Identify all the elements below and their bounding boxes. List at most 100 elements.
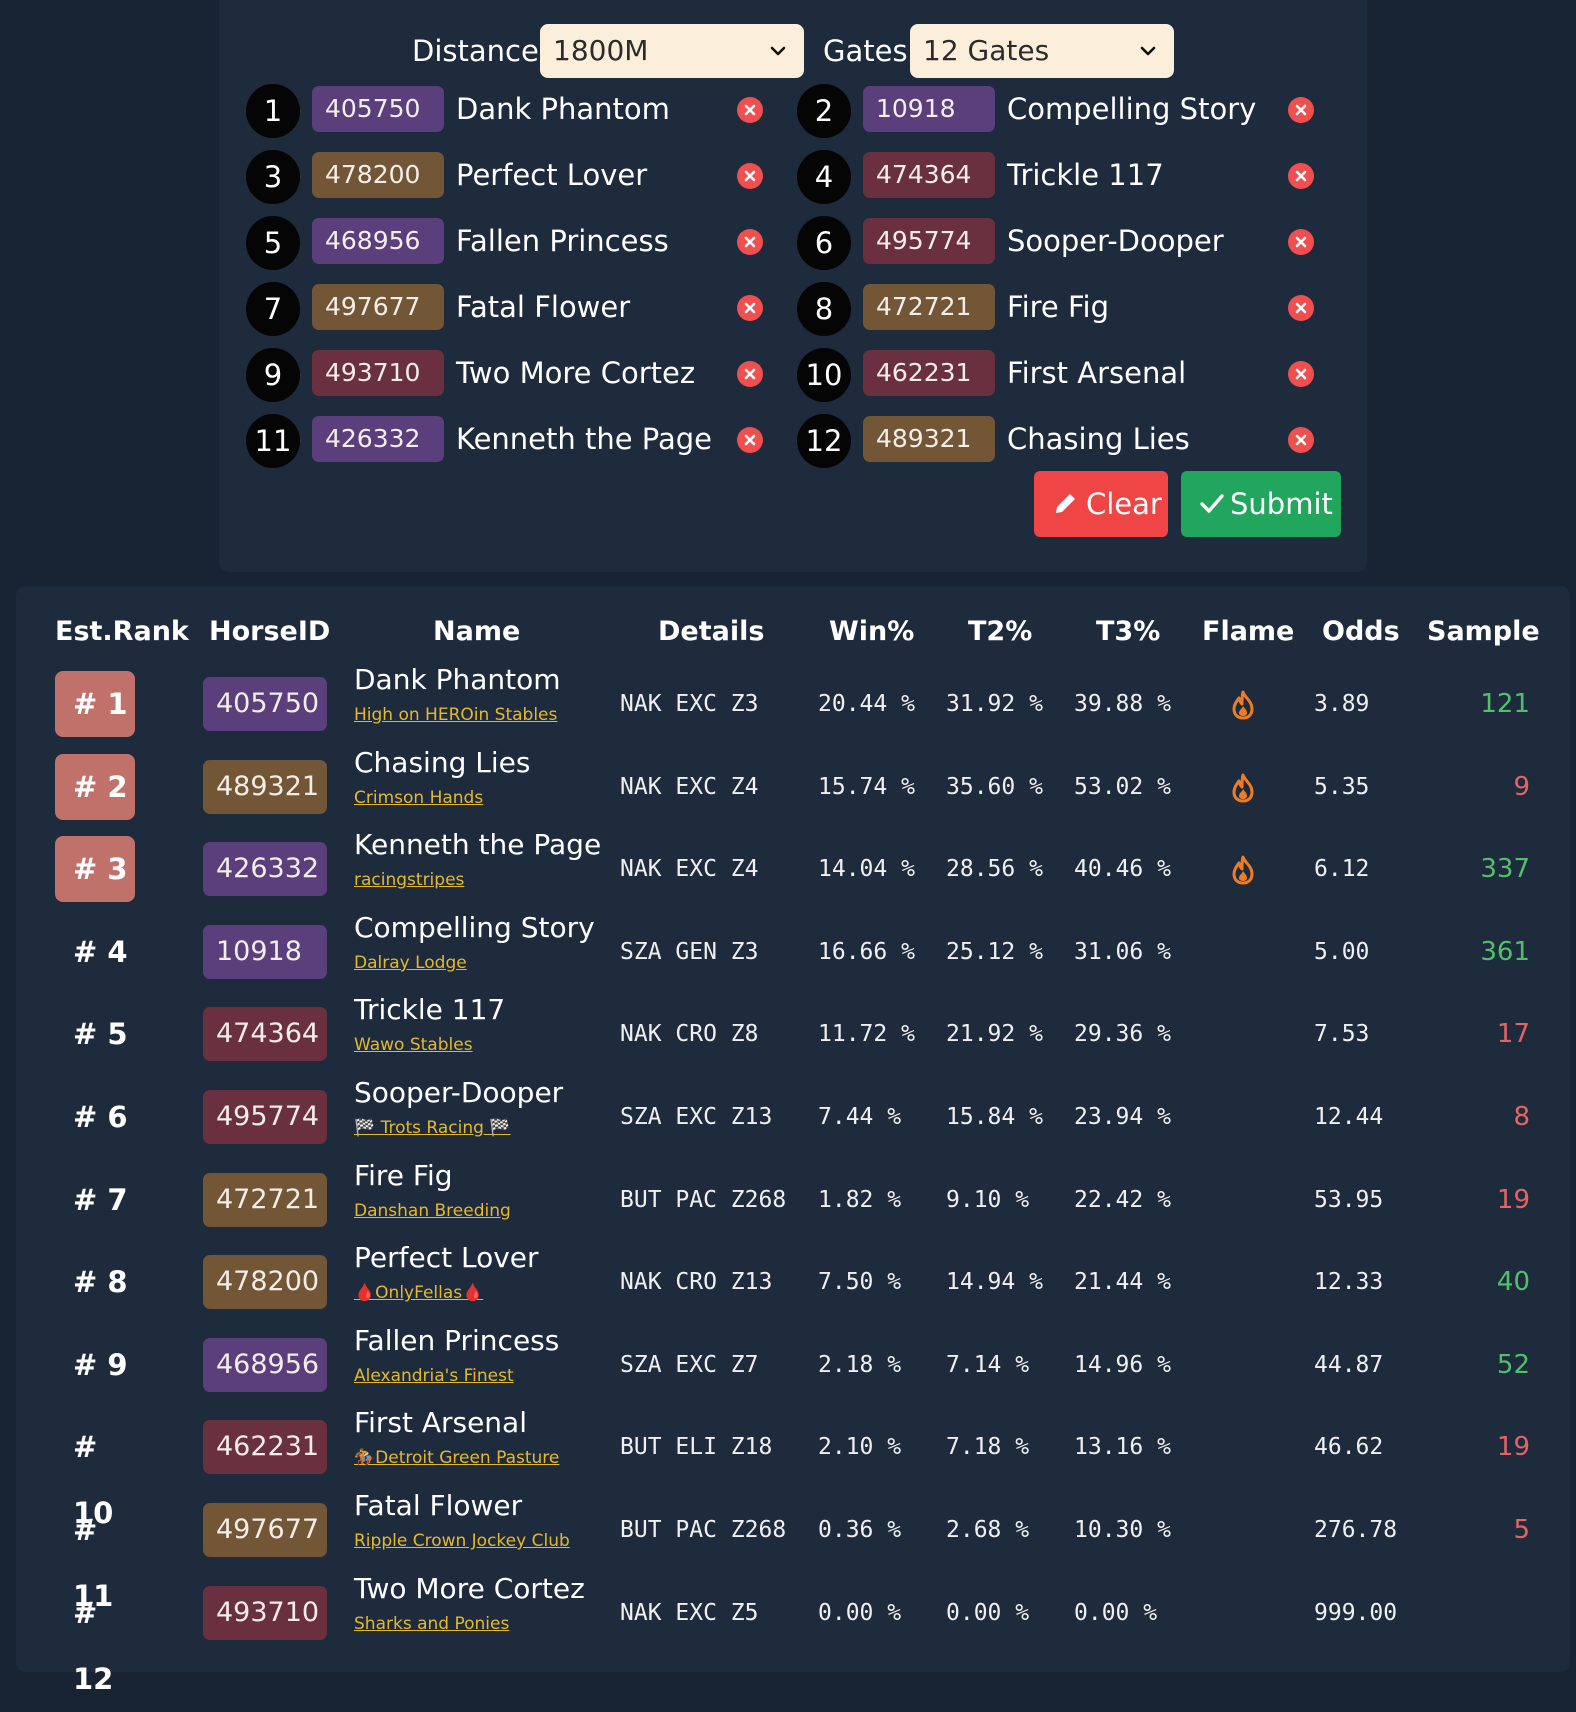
top3-pct-cell: 10.30 % — [1074, 1517, 1171, 1543]
header-horse-id: HorseID — [209, 616, 331, 647]
horse-name: Trickle 117 — [1007, 158, 1164, 192]
sample-cell: 52 — [1496, 1349, 1530, 1380]
table-row: # 7 472721 Fire Fig Danshan Breeding BUT PAC… — [16, 1159, 1570, 1244]
horse-id-chip: 478200 — [312, 152, 444, 198]
gate-entry: 12 489321 Chasing Lies — [797, 414, 1317, 468]
horse-name: Compelling Story — [1007, 92, 1257, 126]
stable-link[interactable]: High on HEROin Stables — [354, 705, 558, 725]
sample-cell: 17 — [1496, 1019, 1530, 1050]
odds-cell: 999.00 — [1314, 1599, 1398, 1626]
top3-pct-cell: 22.42 % — [1074, 1186, 1171, 1213]
gate-number: 2 — [797, 84, 851, 138]
stable-link[interactable]: racingstripes — [354, 870, 465, 891]
gate-entry: 10 462231 First Arsenal — [797, 348, 1317, 402]
stable-link[interactable]: Alexandria's Finest — [354, 1365, 514, 1386]
table-row: # 3 426332 Kenneth the Page racingstripes NA… — [16, 828, 1570, 913]
horse-id-chip: 493710 — [312, 350, 444, 396]
distance-label: Distance: — [412, 34, 549, 68]
gates-select-value: 12 Gates — [923, 34, 1050, 67]
gate-number: 6 — [797, 216, 851, 270]
horse-id-chip: 495774 — [863, 218, 995, 264]
stable-link[interactable]: Ripple Crown Jockey Club — [354, 1531, 570, 1551]
header-top2-pct: T2% — [968, 616, 1033, 647]
remove-entry-button[interactable] — [737, 229, 763, 255]
remove-entry-button[interactable] — [737, 295, 763, 321]
sample-cell: 8 — [1513, 1102, 1530, 1132]
gate-entry: 1 405750 Dank Phantom — [246, 84, 766, 138]
win-pct-cell: 0.00 % — [818, 1599, 902, 1626]
header-top3-pct: T3% — [1096, 616, 1161, 647]
remove-entry-button[interactable] — [737, 163, 763, 189]
gate-number: 10 — [797, 348, 851, 402]
distance-select[interactable]: 1800M — [540, 24, 804, 78]
remove-entry-button[interactable] — [1288, 97, 1314, 123]
stable-link[interactable]: 🏇Detroit Green Pasture — [354, 1448, 560, 1469]
remove-entry-button[interactable] — [737, 361, 763, 387]
table-row: # 2 489321 Chasing Lies Crimson Hands NAK EX… — [16, 746, 1570, 831]
close-icon — [1295, 302, 1307, 314]
remove-entry-button[interactable] — [1288, 427, 1314, 453]
sample-cell: 19 — [1496, 1432, 1530, 1463]
stable-link[interactable]: Wawo Stables — [354, 1035, 473, 1056]
clear-button[interactable]: Clear — [1034, 471, 1168, 537]
gate-number: 1 — [246, 84, 300, 138]
remove-entry-button[interactable] — [1288, 163, 1314, 189]
horse-name: Fatal Flower — [354, 1489, 523, 1522]
win-pct-cell: 20.44 % — [818, 691, 915, 717]
win-pct-cell: 2.18 % — [818, 1351, 902, 1378]
gate-number: 9 — [246, 348, 300, 402]
odds-cell: 53.95 — [1314, 1186, 1384, 1213]
horse-id-chip: 489321 — [863, 416, 995, 462]
est-rank-badge: # 11 — [73, 1513, 114, 1613]
win-pct-cell: 11.72 % — [818, 1021, 915, 1048]
sample-cell: 9 — [1513, 771, 1530, 802]
top2-pct-cell: 15.84 % — [946, 1104, 1043, 1130]
details-cell: BUT ELI Z18 — [620, 1434, 773, 1461]
stable-link[interactable]: 🏁 Trots Racing 🏁 — [354, 1118, 511, 1138]
remove-entry-button[interactable] — [737, 427, 763, 453]
horse-name: Perfect Lover — [354, 1241, 539, 1275]
stable-link[interactable]: 🩸OnlyFellas🩸 — [354, 1283, 484, 1304]
est-rank-badge: # 4 — [73, 934, 128, 969]
horse-name: Chasing Lies — [1007, 422, 1190, 456]
details-cell: SZA GEN Z3 — [620, 938, 759, 965]
horse-name: Sooper-Dooper — [1007, 224, 1224, 258]
top3-pct-cell: 29.36 % — [1074, 1021, 1171, 1048]
details-cell: SZA EXC Z13 — [620, 1104, 773, 1130]
close-icon — [744, 368, 756, 380]
submit-button[interactable]: Submit — [1181, 471, 1341, 537]
gate-entry: 11 426332 Kenneth the Page — [246, 414, 766, 468]
gate-entry: 6 495774 Sooper-Dooper — [797, 216, 1317, 270]
table-row: # 4 10918 Compelling Story Dalray Lodge SZA … — [16, 911, 1570, 996]
details-cell: NAK EXC Z4 — [620, 856, 759, 883]
stable-link[interactable]: Crimson Hands — [354, 787, 484, 808]
stable-link[interactable]: Sharks and Ponies — [354, 1613, 510, 1634]
sample-cell: 5 — [1513, 1515, 1530, 1545]
horse-name: Fallen Princess — [456, 224, 669, 258]
win-pct-cell: 7.50 % — [818, 1269, 902, 1296]
prediction-results-table: Est.Rank HorseID Name Details Win% T2% T… — [16, 586, 1570, 1696]
est-rank-badge: # 6 — [73, 1100, 128, 1134]
gates-select[interactable]: 12 Gates — [910, 24, 1174, 78]
horse-id-chip: 426332 — [203, 842, 327, 897]
stable-link[interactable]: Dalray Lodge — [354, 952, 467, 973]
est-rank-badge: # 1 — [55, 671, 135, 737]
horse-id-chip: 489321 — [203, 759, 327, 814]
horse-id-chip: 10918 — [203, 924, 327, 979]
race-settings-row: Distance: 1800M Gates: 12 Gates — [219, 24, 1367, 78]
header-est-rank: Est.Rank — [55, 616, 189, 647]
remove-entry-button[interactable] — [1288, 295, 1314, 321]
horse-id-chip: 495774 — [203, 1090, 327, 1144]
remove-entry-button[interactable] — [1288, 229, 1314, 255]
top2-pct-cell: 7.18 % — [946, 1434, 1030, 1461]
details-cell: BUT PAC Z268 — [620, 1517, 787, 1543]
horse-name: First Arsenal — [354, 1406, 527, 1440]
fire-icon — [1232, 773, 1254, 803]
horse-id-chip: 462231 — [863, 350, 995, 396]
stable-link[interactable]: Danshan Breeding — [354, 1200, 511, 1221]
table-row: # 8 478200 Perfect Lover 🩸OnlyFellas🩸 NAK CR… — [16, 1241, 1570, 1326]
odds-cell: 5.35 — [1314, 773, 1370, 800]
remove-entry-button[interactable] — [1288, 361, 1314, 387]
remove-entry-button[interactable] — [737, 97, 763, 123]
horse-id-chip: 468956 — [312, 218, 444, 264]
